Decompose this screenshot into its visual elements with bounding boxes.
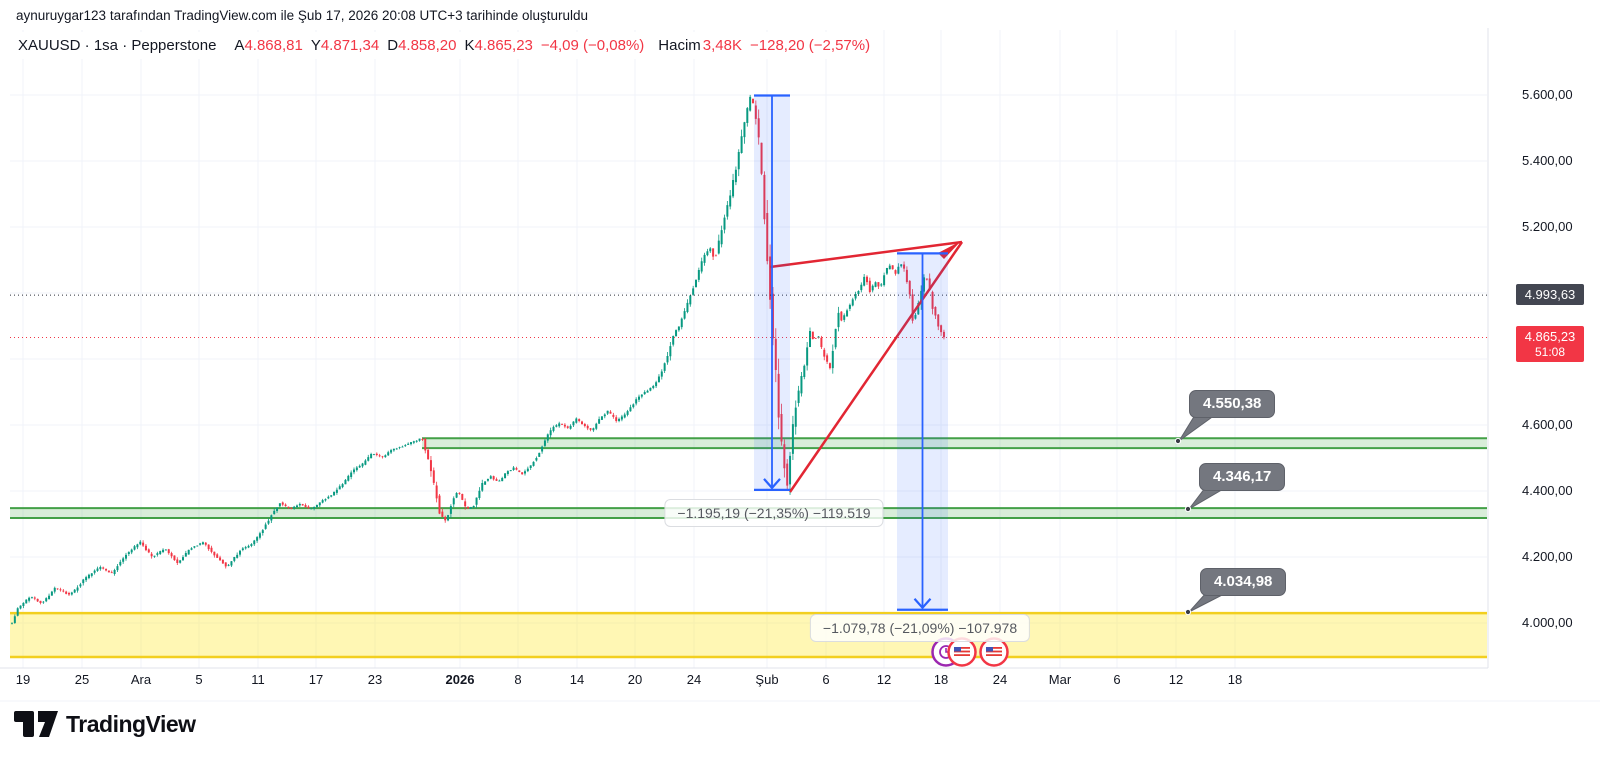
last-price-value: 4.865,23 — [1524, 329, 1576, 344]
price-tick-label: 4.400,00 — [1522, 483, 1573, 498]
tradingview-footer[interactable]: TradingView — [14, 708, 196, 740]
callout-anchor-dot-2 — [1184, 505, 1192, 513]
attribution-text: aynuruygar123 tarafından TradingView.com… — [16, 8, 588, 23]
time-tick-label: 18 — [1227, 672, 1243, 687]
price-change: −4,09 (−0,08%) — [540, 37, 645, 54]
measure-arrowhead-2 — [913, 598, 932, 610]
callout-anchor-dot-1 — [1174, 437, 1182, 445]
time-tick-label: 25 — [74, 672, 90, 687]
price-tick-label: 5.400,00 — [1522, 153, 1573, 168]
time-tick-label: Mar — [1048, 672, 1072, 687]
high-value: 4.871,34 — [320, 37, 380, 54]
high-label: Y — [310, 37, 321, 54]
callout-tail-1 — [1178, 414, 1217, 442]
measure-tool-label-2[interactable]: −1.079,78 (−21,09%) −107.978 — [809, 614, 1031, 642]
volume-change: −128,20 (−2,57%) — [750, 37, 871, 54]
tradingview-logo-icon — [14, 711, 58, 737]
time-tick-label: 8 — [514, 672, 522, 687]
tradingview-brand-text: TradingView — [66, 710, 196, 737]
callout-anchor-dot-3 — [1184, 608, 1192, 616]
price-tick-label: 5.200,00 — [1522, 219, 1573, 234]
time-tick-label: 17 — [308, 672, 324, 687]
down-candle-bodies — [33, 98, 945, 603]
symbol-title[interactable]: XAUUSD · 1sa · Pepperstone — [18, 37, 217, 54]
resistance-zone-4550-fill — [422, 438, 1487, 449]
time-tick-label: Ara — [130, 672, 152, 687]
low-value: 4.858,20 — [398, 37, 457, 54]
time-tick-label: 6 — [822, 672, 830, 687]
measure-tool-label-1[interactable]: −1.195,19 (−21,35%) −119.519 — [664, 499, 884, 527]
measure-arrowhead-1 — [763, 478, 781, 490]
bar-countdown: 51:08 — [1534, 345, 1566, 359]
price-callout-4346[interactable]: 4.346,17 — [1199, 463, 1286, 491]
time-tick-label: 18 — [933, 672, 949, 687]
time-tick-label: 11 — [251, 672, 265, 687]
low-label: D — [387, 37, 399, 54]
price-callout-4550[interactable]: 4.550,38 — [1189, 390, 1276, 418]
time-tick-label: Şub — [755, 672, 779, 687]
time-tick-label: 2026 — [445, 672, 475, 687]
time-tick-label: 23 — [367, 672, 383, 687]
close-value: 4.865,23 — [474, 37, 533, 54]
time-tick-label: 14 — [569, 672, 585, 687]
us-flag-event-icon[interactable] — [979, 637, 1009, 667]
last-price-badge: 4.865,23 51:08 — [1516, 326, 1584, 362]
price-tick-label: 5.600,00 — [1522, 87, 1573, 102]
price-tick-label: 4.200,00 — [1522, 549, 1573, 564]
time-tick-label: 12 — [876, 672, 892, 687]
time-tick-label: 24 — [686, 672, 702, 687]
price-tick-label: 4.000,00 — [1522, 615, 1573, 630]
open-value: 4.868,81 — [244, 37, 303, 54]
trend-apex-arrow — [938, 241, 961, 259]
price-callout-4035[interactable]: 4.034,98 — [1200, 568, 1287, 596]
time-tick-label: 6 — [1113, 672, 1121, 687]
lower-trend-line — [788, 241, 964, 493]
time-tick-label: 19 — [15, 672, 31, 687]
close-label: K — [464, 37, 475, 54]
symbol-legend[interactable]: XAUUSD · 1sa · Pepperstone A 4.868,81 Y … — [10, 32, 883, 59]
support-zone-4035-fill — [10, 613, 1487, 657]
time-tick-label: 12 — [1168, 672, 1184, 687]
time-tick-label: 20 — [627, 672, 643, 687]
volume-value: 3,48K — [702, 37, 742, 54]
time-tick-label: 24 — [992, 672, 1008, 687]
volume-label: Hacim — [658, 37, 701, 54]
time-tick-label: 5 — [195, 672, 203, 687]
upper-trend-line — [769, 240, 963, 269]
us-flag-event-icon[interactable] — [947, 637, 977, 667]
marked-price-badge: 4.993,63 — [1516, 284, 1584, 305]
price-tick-label: 4.600,00 — [1522, 417, 1573, 432]
open-label: A — [234, 37, 245, 54]
